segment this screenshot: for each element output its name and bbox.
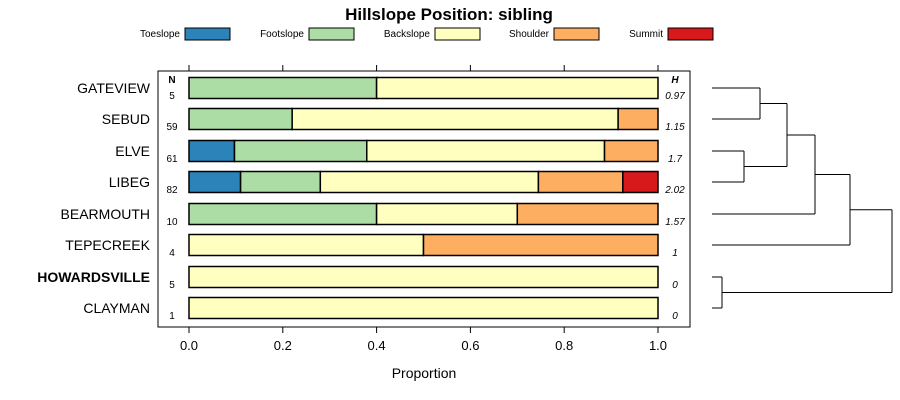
legend-label-toeslope: Toeslope — [140, 29, 180, 40]
legend-label-summit: Summit — [629, 29, 663, 40]
x-axis: 0.0 0.2 0.4 0.6 0.8 1.0 — [180, 327, 667, 353]
x-tick-label-5: 1.0 — [649, 338, 667, 353]
h-value-gateview: 0.97 — [665, 91, 685, 102]
bar-bearmouth-shoulder — [516, 202, 659, 226]
plot-panel — [157, 70, 691, 328]
x-tick-label-2: 0.4 — [368, 338, 386, 353]
n-value-libeg: 82 — [166, 185, 178, 196]
n-value-howardsville: 5 — [169, 280, 175, 291]
x-axis-title: Proportion — [392, 365, 457, 381]
row-label-clayman: CLAYMAN — [83, 300, 150, 316]
bar-sebud-shoulder — [617, 107, 659, 131]
row-labels: GATEVIEW SEBUD ELVE LIBEG BEARMOUTH TEPECREEK… — [37, 80, 151, 316]
h-header: H — [671, 75, 679, 86]
n-value-tepecreek: 4 — [169, 248, 175, 259]
legend-swatch-shoulder — [553, 27, 600, 41]
n-value-clayman: 1 — [169, 311, 175, 322]
x-tick-label-1: 0.2 — [274, 338, 292, 353]
bar-tepecreek-backslope — [188, 233, 425, 257]
bar-elve-toeslope — [188, 139, 236, 163]
legend-label-footslope: Footslope — [260, 29, 304, 40]
legend-swatch-backslope — [434, 27, 481, 41]
bar-bearmouth-backslope — [375, 202, 519, 226]
bar-gateview-footslope — [188, 76, 378, 100]
legend-swatch-summit — [667, 27, 714, 41]
bar-libeg-shoulder — [537, 170, 624, 194]
h-value-sebud: 1.15 — [665, 122, 685, 133]
row-label-sebud: SEBUD — [102, 111, 150, 127]
h-value-elve: 1.7 — [668, 154, 682, 165]
bar-clayman-backslope — [188, 296, 659, 320]
bar-tepecreek-shoulder — [422, 233, 659, 257]
bar-bearmouth-footslope — [188, 202, 378, 226]
bar-elve-shoulder — [603, 139, 659, 163]
legend-label-shoulder: Shoulder — [509, 29, 550, 40]
row-label-howardsville: HOWARDSVILLE — [37, 269, 150, 285]
legend-swatch-footslope — [308, 27, 355, 41]
bar-elve-backslope — [366, 139, 606, 163]
bar-libeg-toeslope — [188, 170, 242, 194]
row-label-elve: ELVE — [115, 143, 150, 159]
row-label-tepecreek: TEPECREEK — [65, 237, 150, 253]
n-header: N — [168, 75, 175, 86]
row-label-bearmouth: BEARMOUTH — [61, 206, 150, 222]
n-value-gateview: 5 — [169, 91, 175, 102]
bar-libeg-summit — [622, 170, 659, 194]
dendrogram — [712, 87, 893, 309]
bar-libeg-footslope — [239, 170, 322, 194]
x-tick-label-4: 0.8 — [555, 338, 573, 353]
h-value-bearmouth: 1.57 — [665, 217, 685, 228]
n-value-elve: 61 — [166, 154, 178, 165]
bar-libeg-backslope — [319, 170, 540, 194]
legend-label-backslope: Backslope — [384, 29, 431, 40]
x-tick-label-0: 0.0 — [180, 338, 198, 353]
n-value-sebud: 59 — [166, 122, 178, 133]
bar-gateview-backslope — [375, 76, 659, 100]
n-column: N 5 59 61 82 10 4 5 1 — [166, 75, 178, 322]
row-label-gateview: GATEVIEW — [77, 80, 151, 96]
legend: Toeslope Footslope Backslope Shoulder Summit — [140, 27, 714, 41]
row-label-libeg: LIBEG — [109, 174, 150, 190]
bars — [188, 76, 659, 320]
x-tick-label-3: 0.6 — [461, 338, 479, 353]
h-value-howardsville: 0 — [672, 280, 678, 291]
h-value-tepecreek: 1 — [672, 248, 678, 259]
h-value-libeg: 2.02 — [664, 185, 685, 196]
h-value-clayman: 0 — [672, 311, 678, 322]
bar-sebud-footslope — [188, 107, 293, 131]
legend-swatch-toeslope — [184, 27, 231, 41]
bar-sebud-backslope — [291, 107, 619, 131]
chart-title: Hillslope Position: sibling — [345, 5, 553, 24]
top-ticks — [188, 65, 659, 71]
bar-howardsville-backslope — [188, 265, 659, 289]
h-column: H 0.97 1.15 1.7 2.02 1.57 1 0 0 — [664, 75, 685, 322]
bar-elve-footslope — [233, 139, 368, 163]
n-value-bearmouth: 10 — [166, 217, 178, 228]
